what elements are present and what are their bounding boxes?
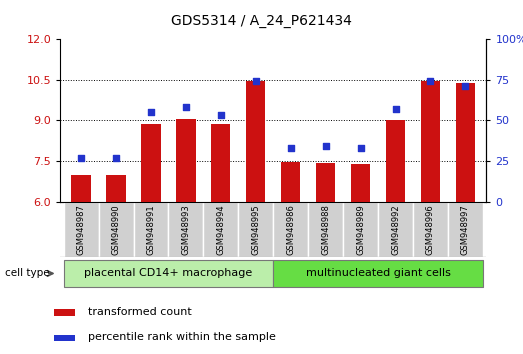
Point — [217, 113, 225, 118]
Point — [322, 144, 330, 149]
Text: GSM948996: GSM948996 — [426, 204, 435, 255]
Point — [77, 155, 85, 161]
Bar — [274, 202, 308, 257]
Bar — [246, 81, 265, 202]
Text: GSM948990: GSM948990 — [111, 204, 120, 255]
Point — [357, 145, 365, 151]
Bar — [351, 164, 370, 202]
Bar — [168, 202, 203, 257]
Point — [112, 155, 120, 161]
Bar — [54, 335, 75, 341]
Bar — [98, 202, 133, 257]
Text: GSM948987: GSM948987 — [76, 204, 86, 255]
Bar — [64, 260, 274, 287]
Text: GSM948988: GSM948988 — [321, 204, 330, 255]
Text: cell type: cell type — [5, 268, 50, 279]
Point — [252, 79, 260, 84]
Bar — [64, 202, 98, 257]
Point — [461, 83, 470, 89]
Text: placental CD14+ macrophage: placental CD14+ macrophage — [84, 268, 253, 279]
Bar — [343, 202, 378, 257]
Bar — [176, 119, 196, 202]
Bar — [211, 125, 231, 202]
Bar — [54, 309, 75, 315]
Bar — [203, 202, 238, 257]
Bar — [274, 260, 483, 287]
Bar — [107, 175, 126, 202]
Text: GSM948991: GSM948991 — [146, 204, 155, 255]
Bar — [281, 162, 300, 202]
Text: GSM948986: GSM948986 — [286, 204, 295, 255]
Point — [426, 79, 435, 84]
Bar — [378, 202, 413, 257]
Text: GDS5314 / A_24_P621434: GDS5314 / A_24_P621434 — [171, 14, 352, 28]
Point — [147, 109, 155, 115]
Bar — [386, 120, 405, 202]
Point — [181, 104, 190, 110]
Bar — [413, 202, 448, 257]
Bar — [141, 125, 161, 202]
Bar — [421, 81, 440, 202]
Bar — [456, 83, 475, 202]
Text: multinucleated giant cells: multinucleated giant cells — [305, 268, 450, 279]
Point — [287, 145, 295, 151]
Bar — [308, 202, 343, 257]
Text: percentile rank within the sample: percentile rank within the sample — [88, 332, 276, 342]
Text: GSM948989: GSM948989 — [356, 204, 365, 255]
Text: GSM948997: GSM948997 — [461, 204, 470, 255]
Text: GSM948992: GSM948992 — [391, 204, 400, 255]
Bar — [316, 163, 335, 202]
Text: transformed count: transformed count — [88, 307, 192, 317]
Bar — [72, 175, 90, 202]
Bar — [448, 202, 483, 257]
Bar — [133, 202, 168, 257]
Text: GSM948994: GSM948994 — [217, 204, 225, 255]
Text: GSM948995: GSM948995 — [251, 204, 260, 255]
Bar — [238, 202, 274, 257]
Text: GSM948993: GSM948993 — [181, 204, 190, 255]
Point — [391, 106, 400, 112]
